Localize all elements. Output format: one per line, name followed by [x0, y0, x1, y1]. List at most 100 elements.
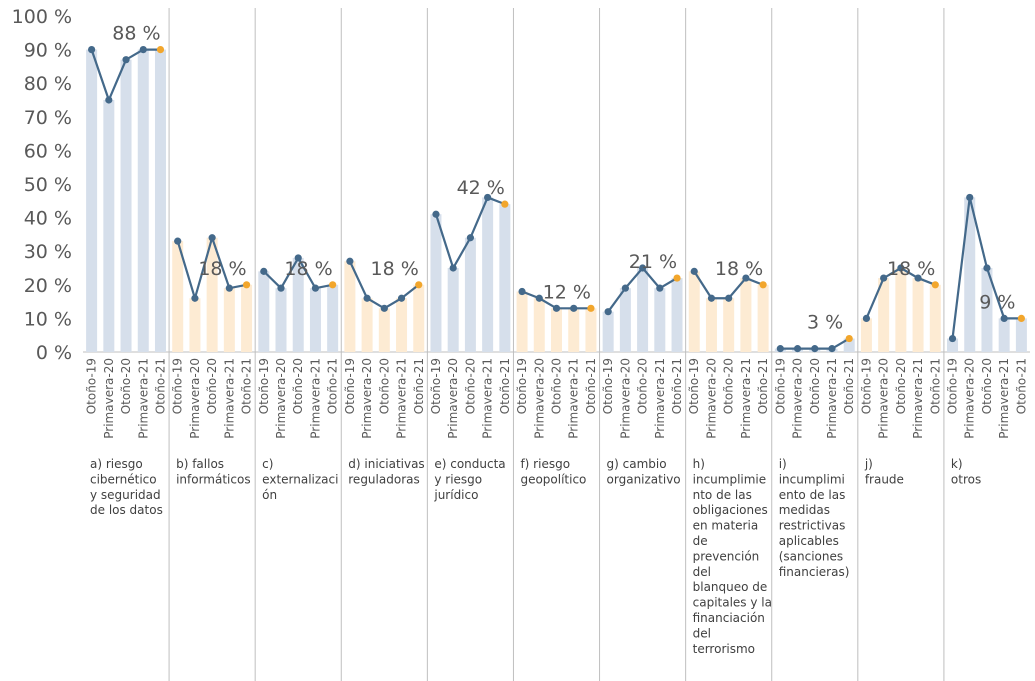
data-label: 18 %: [371, 258, 419, 280]
group-label: b) fallos informáticos: [176, 457, 251, 486]
marker: [208, 234, 216, 242]
data-label: 18 %: [887, 258, 935, 280]
data-label: 21 %: [629, 251, 677, 273]
y-tick-label: 40 %: [24, 208, 72, 230]
group-label: h) incumplimie nto de las obligaciones en ma…: [693, 457, 772, 656]
marker-latest: [931, 281, 939, 289]
marker: [828, 345, 836, 353]
marker-latest: [415, 281, 423, 289]
marker: [621, 284, 629, 292]
x-tick-label: Primavera-20: [532, 358, 546, 439]
x-tick-label: Primavera-20: [877, 358, 891, 439]
bar: [895, 268, 907, 352]
bar: [137, 49, 149, 352]
marker: [139, 46, 147, 54]
x-tick-label: Otoño-19: [687, 358, 701, 414]
data-label: 18 %: [198, 258, 246, 280]
bar: [981, 268, 993, 352]
marker: [914, 274, 922, 282]
x-tick-label: Otoño-19: [859, 358, 873, 414]
group-label: c) externalizaci ón: [262, 457, 338, 502]
y-tick-label: 50 %: [24, 174, 72, 196]
marker: [570, 304, 578, 312]
y-tick-label: 100 %: [12, 6, 72, 28]
y-tick-label: 30 %: [24, 241, 72, 263]
marker-latest: [587, 304, 595, 312]
bar: [757, 284, 769, 352]
marker: [122, 56, 130, 64]
bar: [361, 298, 373, 352]
x-tick-label: Otoño-19: [601, 358, 615, 414]
data-label: 12 %: [543, 281, 591, 303]
marker: [174, 237, 182, 245]
x-tick-label: Primavera-21: [308, 358, 322, 439]
x-tick-label: Otoño-19: [429, 358, 443, 414]
x-tick-label: Otoño-20: [980, 358, 994, 414]
x-tick-label: Otoño-21: [412, 358, 426, 414]
bar: [499, 204, 511, 352]
y-tick-label: 20 %: [24, 275, 72, 297]
bar: [602, 311, 614, 352]
marker: [897, 264, 905, 272]
x-tick-label: Otoño-21: [842, 358, 856, 414]
marker: [449, 264, 457, 272]
bar: [86, 49, 98, 352]
x-tick-label: Primavera-20: [963, 358, 977, 439]
bar: [378, 308, 390, 352]
bar: [430, 214, 442, 352]
data-label: 9 %: [979, 291, 1015, 313]
marker: [380, 304, 388, 312]
bar: [241, 284, 253, 352]
x-tick-label: Otoño-19: [773, 358, 787, 414]
x-tick-label: Otoño-20: [119, 358, 133, 414]
bar: [275, 288, 287, 352]
bar: [619, 288, 631, 352]
data-label: 18 %: [715, 258, 763, 280]
marker: [432, 210, 440, 218]
bar: [637, 268, 649, 352]
data-label: 18 %: [284, 258, 332, 280]
x-tick-label: Primavera-21: [825, 358, 839, 439]
bar: [223, 288, 235, 352]
marker: [707, 294, 716, 302]
bar: [206, 237, 218, 352]
bar: [258, 271, 270, 352]
x-tick-label: Otoño-20: [463, 358, 477, 414]
marker: [656, 284, 664, 292]
x-tick-label: Otoño-20: [894, 358, 908, 414]
x-tick-label: Otoño-20: [808, 358, 822, 414]
bar: [189, 298, 201, 352]
bar: [912, 278, 924, 352]
x-tick-label: Primavera-21: [567, 358, 581, 439]
x-tick-label: Otoño-19: [515, 358, 529, 414]
x-tick-label: Primavera-21: [136, 358, 150, 439]
x-tick-label: Primavera-21: [911, 358, 925, 439]
marker-latest: [759, 281, 767, 289]
marker: [725, 294, 733, 302]
x-tick-label: Otoño-20: [550, 358, 564, 414]
marker: [294, 254, 302, 262]
marker: [225, 284, 233, 292]
y-tick-label: 90 %: [24, 40, 72, 62]
bar: [482, 197, 494, 352]
x-tick-label: Otoño-21: [928, 358, 942, 414]
bar: [327, 284, 339, 352]
marker: [535, 294, 543, 302]
x-tick-label: Otoño-21: [498, 358, 512, 414]
marker: [311, 284, 320, 292]
group-label: d) iniciativas reguladoras: [348, 457, 424, 486]
bar: [964, 197, 976, 352]
x-tick-label: Primavera-20: [360, 358, 374, 439]
x-tick-label: Primavera-20: [274, 358, 288, 439]
marker: [966, 193, 974, 202]
bar: [292, 257, 304, 352]
marker: [811, 345, 819, 353]
x-tick-label: Otoño-21: [240, 358, 254, 414]
marker-latest: [845, 334, 853, 343]
x-tick-label: Otoño-20: [377, 358, 391, 414]
bar: [172, 241, 184, 352]
x-tick-label: Otoño-19: [171, 358, 185, 414]
marker: [363, 294, 371, 302]
bar: [551, 308, 562, 352]
